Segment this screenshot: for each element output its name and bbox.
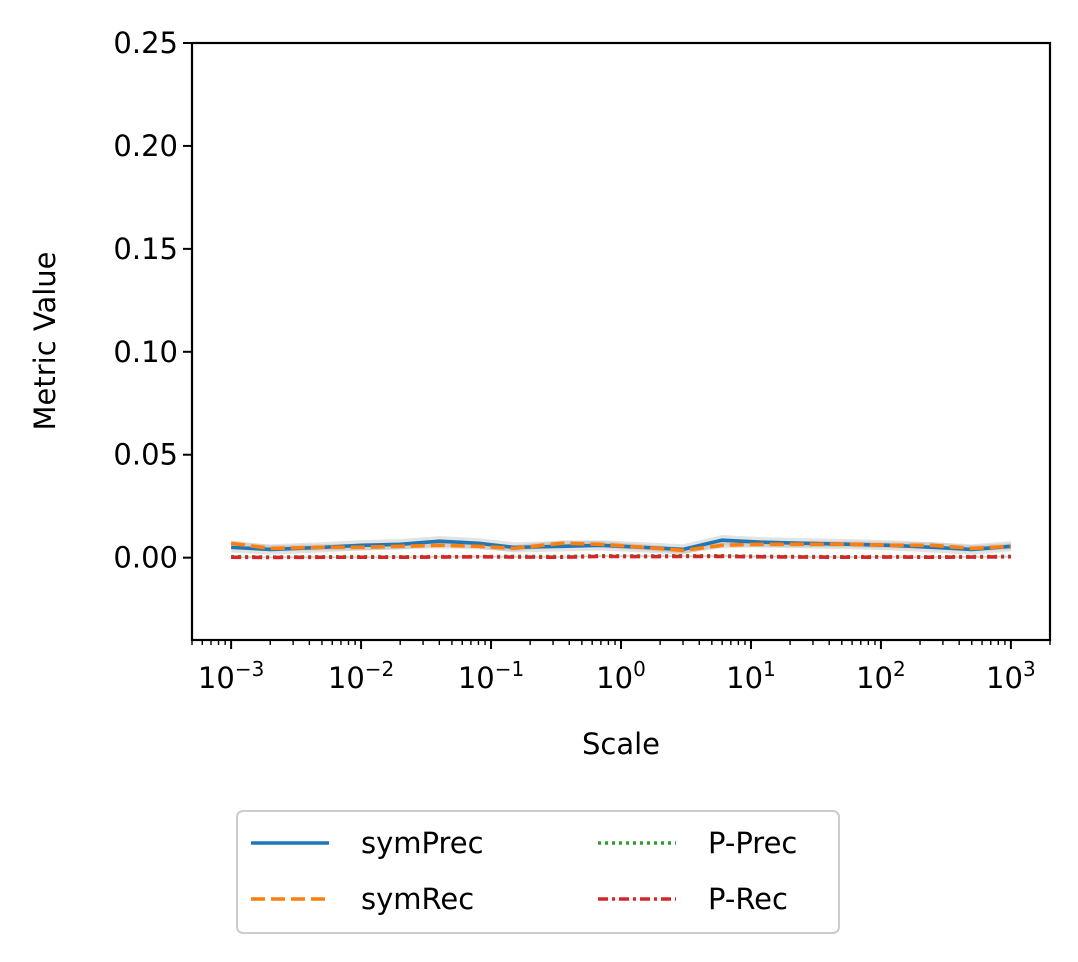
- x-tick-base: 10: [328, 661, 365, 695]
- x-axis-label: Scale: [582, 727, 660, 761]
- x-tick-base: 10: [198, 661, 235, 695]
- series-lines: [230, 538, 1012, 560]
- x-tick-label: 103: [986, 657, 1036, 695]
- legend: symPrec symRec P-Prec P-Rec: [236, 810, 840, 934]
- y-tick-label: 0.25: [113, 26, 178, 60]
- y-tick-label: 0.00: [113, 541, 178, 575]
- x-tick-label: 10−2: [328, 657, 394, 695]
- series-symrec-line: [230, 541, 1011, 553]
- x-tick-label: 102: [856, 657, 906, 695]
- legend-label-p-rec: P-Rec: [708, 882, 788, 916]
- x-tick-label: 10−1: [458, 657, 524, 695]
- y-tick-label: 0.15: [113, 232, 178, 266]
- x-tick-exponent: 2: [893, 657, 906, 681]
- legend-label-symrec: symRec: [361, 882, 474, 916]
- y-tick-label: 0.20: [113, 129, 178, 163]
- x-tick-label: 10−3: [198, 657, 264, 695]
- x-tick-label: 100: [596, 657, 646, 695]
- x-tick-exponent: −2: [365, 657, 394, 681]
- legend-label-p-prec: P-Prec: [708, 826, 797, 860]
- y-tick-label: 0.10: [113, 335, 178, 369]
- x-tick-exponent: −3: [235, 657, 264, 681]
- x-tick-base: 10: [856, 661, 893, 695]
- y-tick-label: 0.05: [113, 438, 178, 472]
- x-tick-exponent: −1: [495, 657, 524, 681]
- x-tick-exponent: 1: [763, 657, 776, 681]
- x-tick-base: 10: [596, 661, 633, 695]
- series-p-rec-line: [231, 554, 1011, 560]
- x-tick-base: 10: [986, 661, 1023, 695]
- y-axis-ticks: 0.00 0.05 0.10 0.15 0.20 0.25: [113, 26, 192, 575]
- x-tick-label: 101: [726, 657, 776, 695]
- y-axis-label: Metric Value: [28, 251, 62, 430]
- x-tick-base: 10: [458, 661, 495, 695]
- x-axis-ticks: 10−3 10−2 10−1 100 101 102 103: [198, 640, 1036, 695]
- x-tick-exponent: 0: [633, 657, 646, 681]
- legend-label-symprec: symPrec: [361, 826, 484, 860]
- x-tick-exponent: 3: [1023, 657, 1036, 681]
- x-tick-base: 10: [726, 661, 763, 695]
- x-axis-minor-ticks: [191, 640, 1051, 645]
- legend-box: [236, 810, 840, 934]
